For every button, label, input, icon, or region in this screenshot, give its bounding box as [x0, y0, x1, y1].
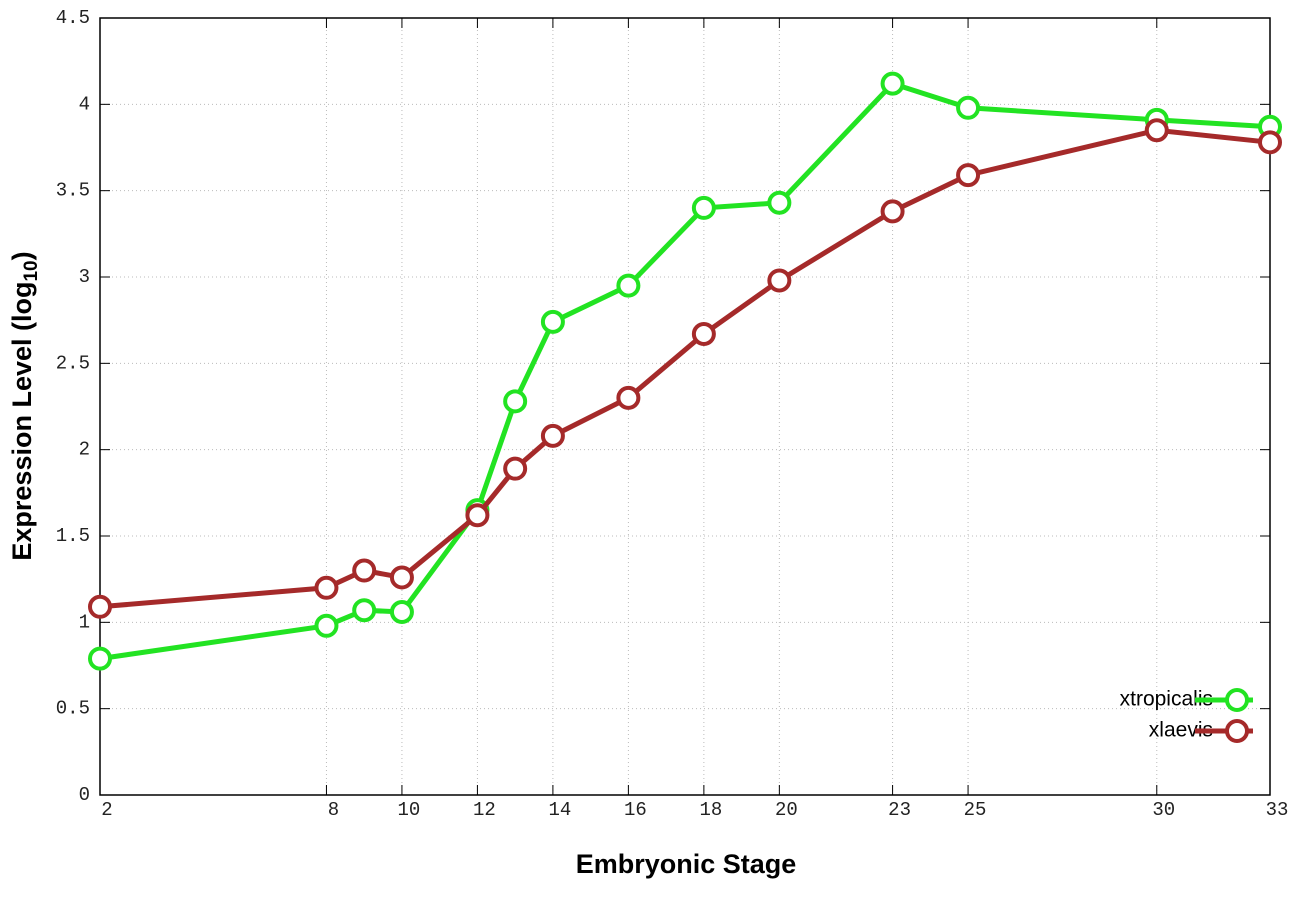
- point: [540, 309, 565, 334]
- x-tick-label: 16: [624, 799, 647, 821]
- point: [540, 423, 565, 448]
- point: [314, 613, 339, 638]
- x-axis-label: Embryonic Stage: [576, 849, 797, 879]
- y-tick-label: 3: [79, 266, 90, 288]
- x-tick-label: 10: [398, 799, 421, 821]
- point: [691, 195, 716, 220]
- y-label-sub: 10: [21, 260, 42, 281]
- point: [389, 565, 414, 590]
- y-tick-label: 2: [79, 439, 90, 461]
- x-tick-label: 33: [1266, 799, 1289, 821]
- x-tick-label: 12: [473, 799, 496, 821]
- point: [1144, 118, 1169, 143]
- point: [956, 95, 981, 120]
- legend-label: xlaevis: [1149, 719, 1213, 742]
- point: [465, 503, 490, 528]
- point: [1258, 130, 1282, 155]
- x-tick-label: 14: [548, 799, 571, 821]
- y-tick-label: 1.5: [56, 525, 90, 547]
- y-tick-label: 1: [79, 611, 90, 633]
- x-tick-label: 2: [101, 799, 112, 821]
- point: [352, 558, 377, 583]
- x-tick-label: 25: [964, 799, 987, 821]
- point: [88, 646, 112, 671]
- x-tick-label: 8: [328, 799, 339, 821]
- plot-frame: [99, 17, 1271, 796]
- legend-marker: [1225, 719, 1249, 743]
- point: [956, 163, 981, 188]
- point: [880, 71, 905, 96]
- y-tick-label: 4.5: [56, 7, 90, 29]
- y-tick-label: 0: [79, 784, 90, 806]
- point: [616, 385, 641, 410]
- y-tick-label: 0.5: [56, 698, 90, 720]
- point: [503, 456, 528, 481]
- point: [503, 389, 528, 414]
- y-tick-label: 2.5: [56, 352, 90, 374]
- point: [314, 575, 339, 600]
- y-tick-label: 4: [79, 93, 90, 115]
- y-tick-label: 3.5: [56, 180, 90, 202]
- point: [352, 598, 377, 623]
- x-tick-label: 18: [699, 799, 722, 821]
- legend-label: xtropicalis: [1120, 688, 1213, 711]
- y-label-end: ): [7, 251, 37, 260]
- point: [767, 268, 792, 293]
- point: [767, 190, 792, 215]
- point: [880, 199, 905, 224]
- x-tick-label: 20: [775, 799, 798, 821]
- legend-marker: [1225, 688, 1249, 712]
- point: [691, 321, 716, 346]
- point: [389, 599, 414, 624]
- y-label-main: Expression Level (log: [7, 282, 37, 561]
- x-tick-label: 23: [888, 799, 911, 821]
- x-tick-label: 30: [1152, 799, 1175, 821]
- point: [88, 594, 112, 619]
- point: [616, 273, 641, 298]
- y-axis-label: Expression Level (log10): [7, 251, 42, 560]
